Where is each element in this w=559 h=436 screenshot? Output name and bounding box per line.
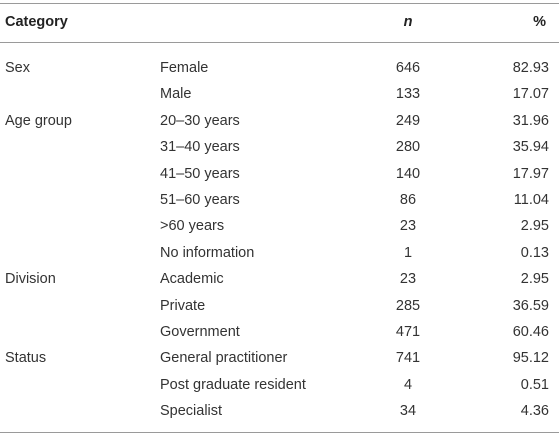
group-label: Division [5, 271, 56, 288]
row-label: Private [160, 297, 206, 314]
percent: 35.94 [512, 139, 549, 156]
count: 86 [399, 192, 417, 208]
percent: 60.46 [512, 324, 549, 340]
group-label: Age group [5, 112, 72, 129]
count: 1 [403, 244, 413, 261]
row-label: 20–30 years [160, 112, 240, 129]
percent: 31.96 [512, 112, 549, 129]
row-label: Post graduate resident [160, 376, 306, 393]
count: 285 [395, 297, 421, 314]
top-rule [0, 3, 559, 4]
percent: 4.36 [520, 403, 549, 420]
count: 4 [403, 376, 413, 393]
row-label: 41–50 years [160, 165, 240, 182]
count: 471 [395, 324, 421, 340]
count: 133 [395, 86, 421, 103]
row-label: No information [160, 244, 255, 261]
row-label: Specialist [160, 403, 223, 420]
percent: 2.95 [520, 271, 549, 288]
row-label: General practitioner [160, 350, 288, 367]
header-category: Category [5, 14, 68, 30]
percent: 17.07 [512, 86, 549, 103]
row-label: 31–40 years [160, 139, 240, 156]
row-label: >60 years [160, 218, 225, 235]
percent: 82.93 [512, 60, 549, 76]
count: 741 [395, 350, 421, 367]
percent: 95.12 [512, 350, 549, 367]
percent: 0.13 [520, 244, 549, 261]
row-label: Academic [160, 271, 224, 288]
row-label: Government [160, 324, 240, 340]
count: 23 [399, 271, 417, 288]
percent: 17.97 [512, 165, 549, 182]
percent: 36.59 [512, 297, 549, 314]
header-percent: % [533, 14, 546, 30]
group-label: Status [5, 350, 47, 367]
row-label: 51–60 years [160, 192, 240, 208]
count: 140 [395, 165, 421, 182]
count: 646 [395, 60, 421, 76]
percent: 0.51 [520, 376, 549, 393]
group-label: Sex [5, 60, 30, 76]
bottom-rule [0, 432, 559, 433]
row-label: Female [160, 60, 209, 76]
row-label: Male [160, 86, 192, 103]
count: 23 [399, 218, 417, 235]
header-n: n [403, 14, 413, 30]
count: 34 [399, 403, 417, 420]
header-rule [0, 42, 559, 43]
count: 249 [395, 112, 421, 129]
percent: 2.95 [520, 218, 549, 235]
count: 280 [395, 139, 421, 156]
percent: 11.04 [513, 192, 549, 208]
